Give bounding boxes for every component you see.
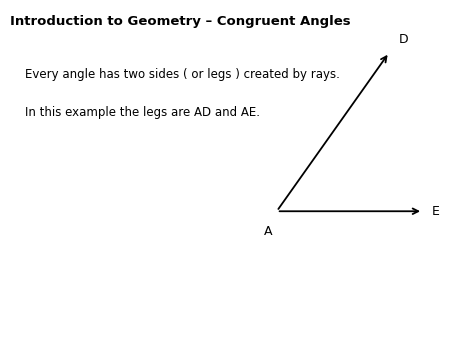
- Text: D: D: [398, 33, 408, 46]
- Text: E: E: [432, 205, 440, 218]
- Text: In this example the legs are AD and AE.: In this example the legs are AD and AE.: [25, 106, 260, 119]
- Text: Every angle has two sides ( or legs ) created by rays.: Every angle has two sides ( or legs ) cr…: [25, 68, 340, 80]
- Text: A: A: [265, 225, 273, 238]
- Text: Introduction to Geometry – Congruent Angles: Introduction to Geometry – Congruent Ang…: [10, 15, 351, 28]
